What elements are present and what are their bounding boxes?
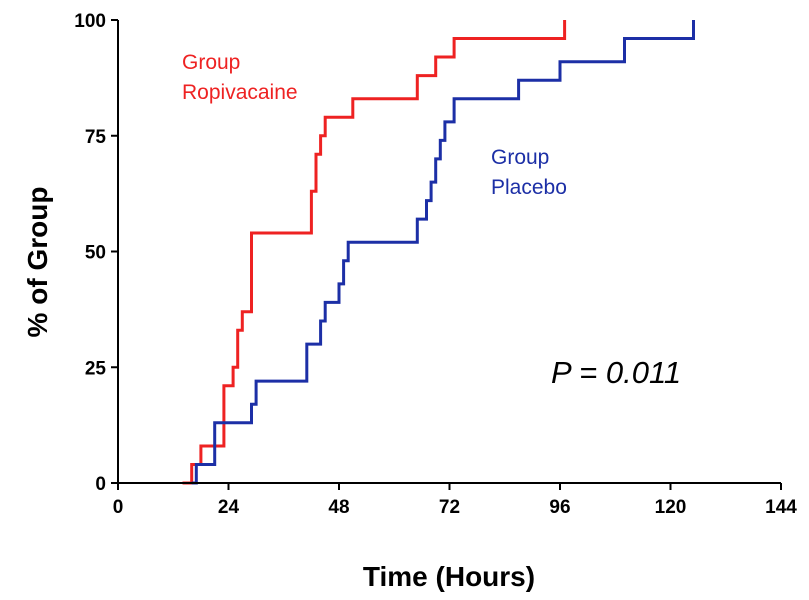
x-tick-label: 24 bbox=[218, 497, 240, 518]
series-line-ropivacaine bbox=[182, 20, 567, 485]
series-label-ropivacaine-line2: Ropivacaine bbox=[182, 81, 298, 104]
x-axis-ticks: 0 24 48 72 96 120 144 bbox=[113, 483, 797, 518]
series-label-placebo-line2: Placebo bbox=[491, 176, 567, 199]
x-tick-label: 72 bbox=[439, 497, 460, 518]
y-tick-label: 25 bbox=[85, 358, 107, 379]
series-layer bbox=[182, 20, 695, 485]
y-tick-label: 0 bbox=[95, 474, 106, 495]
y-axis-title: % of Group bbox=[22, 187, 53, 338]
x-tick-label: 144 bbox=[765, 497, 797, 518]
y-tick-label: 100 bbox=[74, 11, 106, 32]
y-axis-ticks: 0 25 50 75 100 bbox=[74, 11, 118, 495]
x-tick-label: 96 bbox=[549, 497, 570, 518]
x-axis-title: Time (Hours) bbox=[363, 561, 535, 592]
y-tick-label: 50 bbox=[85, 243, 106, 264]
series-label-placebo: Group Placebo bbox=[491, 146, 567, 199]
x-tick-label: 0 bbox=[113, 497, 124, 518]
series-label-placebo-line1: Group bbox=[491, 146, 549, 169]
x-tick-label: 48 bbox=[328, 497, 349, 518]
x-tick-label: 120 bbox=[655, 497, 687, 518]
plot-area: 0 24 48 72 96 120 144 0 25 50 75 100 bbox=[74, 11, 797, 518]
y-tick-label: 75 bbox=[85, 127, 107, 148]
p-value-annotation: P = 0.011 bbox=[551, 355, 681, 390]
series-label-ropivacaine: Group Ropivacaine bbox=[182, 51, 298, 104]
series-label-ropivacaine-line1: Group bbox=[182, 51, 240, 74]
series-line-placebo bbox=[191, 20, 695, 485]
